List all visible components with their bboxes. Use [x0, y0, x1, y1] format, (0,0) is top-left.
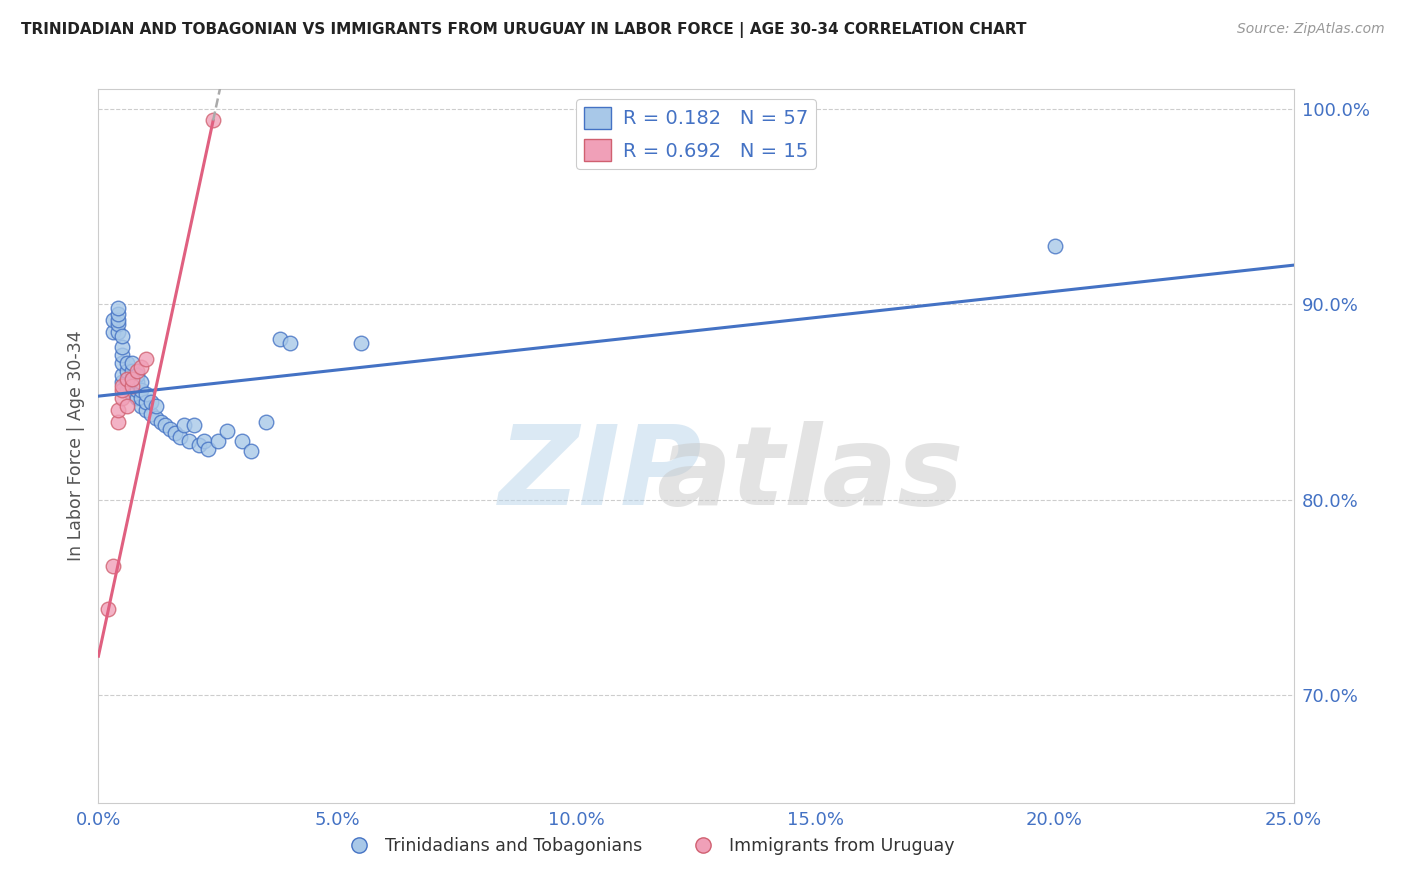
Point — [107, 301, 129, 315]
Point — [240, 443, 263, 458]
Point — [107, 307, 129, 321]
Y-axis label: In Labor Force | Age 30-34: In Labor Force | Age 30-34 — [66, 331, 84, 561]
Point — [115, 356, 138, 370]
Legend: Trinidadians and Tobagonians, Immigrants from Uruguay: Trinidadians and Tobagonians, Immigrants… — [335, 830, 962, 862]
Point — [115, 376, 138, 390]
Point — [183, 418, 205, 433]
Point — [131, 359, 153, 374]
Point — [145, 410, 167, 425]
Point — [187, 438, 209, 452]
Point — [125, 391, 148, 405]
Point — [107, 415, 129, 429]
Point — [278, 336, 301, 351]
Point — [101, 559, 124, 574]
Point — [101, 313, 124, 327]
Point — [121, 364, 143, 378]
Point — [111, 379, 134, 393]
Point — [139, 407, 162, 421]
Point — [111, 368, 134, 382]
Point — [350, 336, 373, 351]
Point — [111, 384, 134, 398]
Point — [125, 376, 148, 390]
Point — [135, 402, 157, 417]
Point — [115, 399, 138, 413]
Point — [111, 391, 134, 405]
Point — [149, 415, 172, 429]
Point — [173, 418, 195, 433]
Point — [197, 442, 219, 456]
Point — [159, 422, 181, 436]
Point — [125, 364, 148, 378]
Point — [121, 356, 143, 370]
Point — [121, 371, 143, 385]
Point — [115, 371, 138, 385]
Point — [254, 415, 277, 429]
Point — [135, 351, 157, 366]
Point — [121, 379, 143, 393]
Point — [135, 395, 157, 409]
Text: ZIP: ZIP — [499, 421, 702, 528]
Point — [1043, 238, 1066, 252]
Point — [145, 399, 167, 413]
Point — [131, 384, 153, 398]
Point — [169, 430, 191, 444]
Point — [121, 371, 143, 385]
Point — [101, 325, 124, 339]
Text: atlas: atlas — [655, 421, 963, 528]
Point — [111, 356, 134, 370]
Point — [139, 395, 162, 409]
Point — [121, 379, 143, 393]
Point — [115, 364, 138, 378]
Point — [131, 376, 153, 390]
Point — [217, 425, 239, 439]
Point — [107, 313, 129, 327]
Point — [231, 434, 253, 449]
Point — [111, 328, 134, 343]
Point — [179, 434, 201, 449]
Point — [131, 391, 153, 405]
Point — [135, 387, 157, 401]
Point — [193, 434, 215, 449]
Point — [111, 348, 134, 362]
Text: Source: ZipAtlas.com: Source: ZipAtlas.com — [1237, 22, 1385, 37]
Point — [125, 368, 148, 382]
Text: TRINIDADIAN AND TOBAGONIAN VS IMMIGRANTS FROM URUGUAY IN LABOR FORCE | AGE 30-34: TRINIDADIAN AND TOBAGONIAN VS IMMIGRANTS… — [21, 22, 1026, 38]
Point — [121, 387, 143, 401]
Point — [155, 418, 177, 433]
Point — [131, 399, 153, 413]
Point — [107, 325, 129, 339]
Point — [111, 340, 134, 354]
Point — [115, 384, 138, 398]
Point — [163, 426, 186, 441]
Point — [125, 384, 148, 398]
Point — [107, 317, 129, 331]
Point — [97, 602, 120, 616]
Point — [111, 376, 134, 390]
Point — [207, 434, 229, 449]
Point — [269, 333, 291, 347]
Point — [107, 402, 129, 417]
Point — [202, 113, 225, 128]
